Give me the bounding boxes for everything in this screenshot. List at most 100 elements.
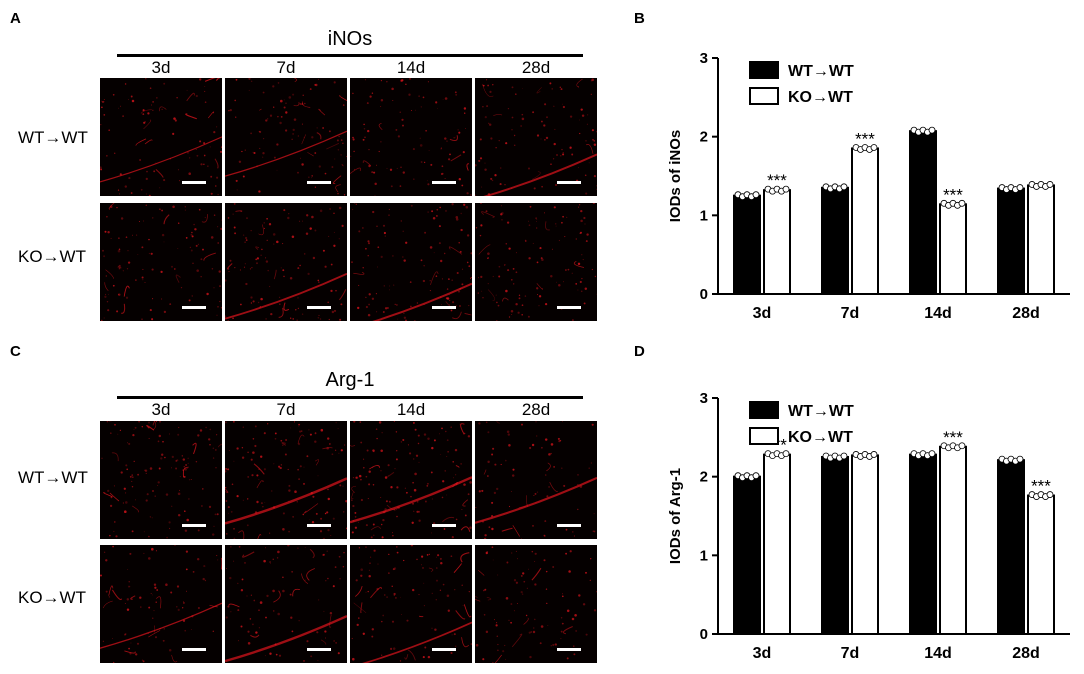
signal-dot [450, 426, 452, 428]
signal-dot [560, 88, 563, 91]
signal-fiber [370, 586, 382, 599]
signal-fiber [353, 271, 365, 275]
signal-dot [487, 257, 489, 258]
signal-dot [350, 155, 352, 158]
signal-fiber [220, 557, 222, 570]
signal-dot [329, 208, 331, 210]
signal-dot [133, 429, 135, 431]
signal-fiber [123, 285, 130, 297]
signal-dot [393, 592, 396, 596]
signal-dot [440, 454, 442, 455]
signal-dot [591, 423, 594, 426]
signal-dot [373, 534, 375, 536]
signal-dot [461, 508, 463, 511]
signal-dot [482, 658, 485, 661]
signal-dot [520, 591, 523, 594]
signal-dot [475, 507, 477, 508]
signal-dot [386, 81, 388, 83]
signal-dot [461, 184, 464, 187]
signal-dot [308, 429, 310, 431]
signal-dot [197, 606, 200, 610]
signal-dot [420, 106, 422, 108]
signal-dot [126, 268, 129, 270]
signal-dot [501, 219, 503, 221]
signal-dot [185, 568, 188, 571]
signal-dot [106, 215, 108, 218]
signal-dot [149, 87, 152, 89]
signal-dot [484, 115, 487, 119]
signal-dot [563, 281, 565, 283]
signal-dot [196, 269, 199, 272]
signal-dot [377, 563, 379, 565]
signal-dot [117, 189, 120, 191]
signal-dot [306, 214, 309, 217]
signal-dot [411, 110, 412, 111]
signal-fiber [301, 134, 306, 145]
micrograph-arg1-ko-14d [350, 545, 472, 663]
signal-dot [405, 241, 408, 244]
signal-dot [196, 154, 199, 157]
signal-dot [248, 89, 250, 91]
signal-dot [405, 319, 407, 321]
bar-ko [939, 203, 967, 296]
signal-dot [241, 446, 244, 449]
signal-dot [276, 557, 279, 559]
legend-swatch [749, 61, 779, 79]
signal-dot [373, 549, 376, 552]
signal-dot [144, 469, 146, 471]
micrograph-inos-ko-28d [475, 203, 597, 321]
signal-dot [171, 467, 172, 469]
signal-dot [253, 599, 256, 602]
signal-dot [508, 316, 511, 318]
signal-dot [107, 231, 110, 234]
signal-dot [501, 205, 502, 207]
signal-dot [565, 528, 568, 531]
signal-dot [307, 272, 310, 276]
signal-dot [287, 468, 289, 471]
y-tick-label: 1 [700, 207, 708, 224]
signal-dot [343, 511, 345, 513]
signal-dot [282, 512, 285, 515]
signal-dot [478, 159, 481, 162]
signal-dot [468, 591, 470, 593]
signal-dot [268, 223, 272, 226]
signal-dot [138, 421, 141, 423]
signal-dot [156, 97, 158, 99]
signal-fiber [561, 421, 563, 423]
signal-dot [482, 297, 484, 299]
signal-fiber [462, 499, 469, 507]
tissue-edge [372, 282, 472, 321]
signal-dot [562, 105, 566, 109]
signal-fiber [117, 264, 121, 270]
signal-fiber [306, 568, 315, 581]
signal-dot [159, 187, 161, 189]
signal-dot [256, 500, 259, 504]
signal-dot [541, 185, 543, 188]
signal-dot [394, 303, 396, 306]
x-tick-label: 28d [1012, 305, 1040, 322]
signal-dot [324, 630, 327, 633]
signal-dot [124, 633, 127, 635]
signal-dot [458, 242, 460, 244]
signal-dot [125, 464, 128, 467]
signal-dot [131, 485, 134, 488]
signal-dot [571, 617, 575, 621]
signal-dot [186, 518, 189, 522]
signal-dot [534, 618, 536, 621]
signal-dot [400, 166, 402, 168]
signal-dot [540, 257, 543, 260]
signal-dot [484, 162, 486, 164]
signal-dot [462, 151, 465, 154]
signal-fiber [258, 224, 264, 236]
signal-dot [269, 532, 271, 534]
signal-dot [273, 156, 276, 159]
signal-dot [124, 602, 126, 604]
signal-dot [530, 631, 532, 633]
signal-dot [247, 642, 251, 645]
signal-dot [412, 481, 414, 484]
signal-fiber [335, 184, 341, 193]
signal-dot [367, 313, 371, 317]
signal-dot [195, 244, 198, 247]
signal-dot [333, 212, 335, 215]
